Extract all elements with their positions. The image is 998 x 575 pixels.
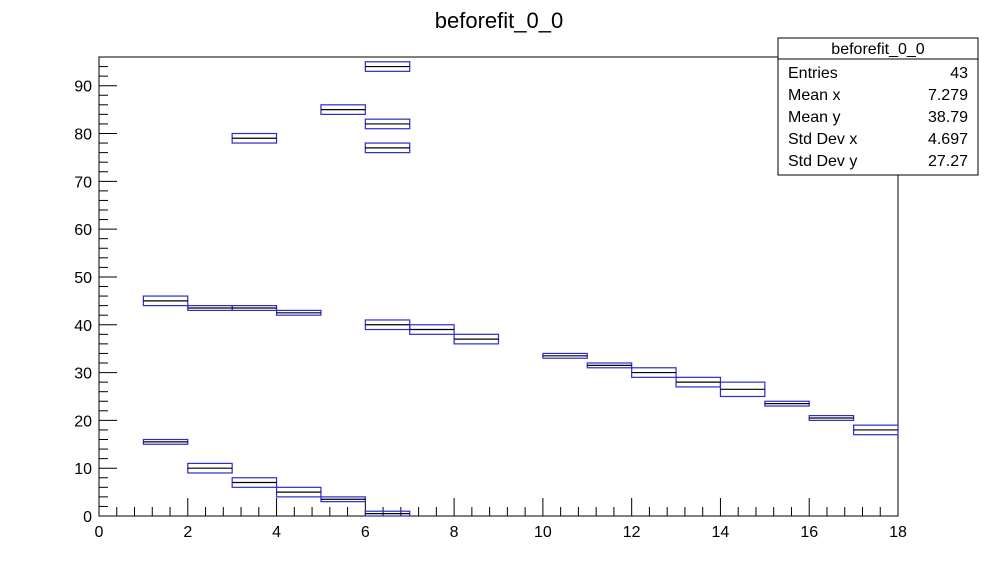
histogram-bin [409,324,455,335]
y-tick-label: 60 [74,222,92,239]
y-tick-label: 40 [74,318,92,335]
stats-box: beforefit_0_0 Entries 43 Mean x 7.279 Mean y… [777,37,979,176]
y-tick-label: 10 [74,461,92,478]
x-tick-label: 0 [95,524,104,541]
stats-rows: Entries 43 Mean x 7.279 Mean y 38.79 Std Dev x… [788,65,968,170]
histogram-bin [187,305,233,312]
histogram-bin [853,424,899,436]
histogram-bins [142,61,899,517]
stats-label: Std Dev x [788,131,857,148]
histogram-bin [364,319,411,331]
histogram-bin [231,305,278,312]
stats-value: 7.279 [928,87,968,104]
x-axis: 0 2 4 6 8 10 12 14 16 18 [95,498,907,541]
stats-label: Mean y [788,109,840,126]
x-tick-label: 8 [450,524,459,541]
stats-title: beforefit_0_0 [831,41,925,58]
histogram-bin [142,438,189,445]
histogram-bin [364,510,411,517]
y-tick-label: 80 [74,127,92,144]
stats-frame [777,37,979,176]
histogram-bin [142,295,189,307]
y-tick-label: 20 [74,413,92,430]
histogram-bin [542,352,588,359]
histogram-bin [719,381,766,398]
x-tick-label: 4 [272,524,281,541]
stats-label: Mean x [788,87,840,104]
histogram-bin [320,496,366,503]
y-axis: 0 10 20 30 40 50 60 70 80 90 [74,56,117,526]
histogram-bin [275,309,322,316]
stats-value: 4.697 [928,131,968,148]
y-tick-label: 70 [74,174,92,191]
histogram-bin [320,104,366,115]
stats-label: Entries [788,65,838,82]
x-tick-label: 14 [712,524,730,541]
y-tick-label: 30 [74,366,92,383]
histogram-bin [364,118,411,130]
y-tick-label: 50 [74,270,92,287]
histogram-bin [453,333,500,345]
x-tick-label: 2 [183,524,192,541]
histogram-bin [364,61,411,72]
histogram-bin [675,376,722,388]
histogram-bin [231,477,278,488]
stats-label: Std Dev y [788,153,857,170]
histogram-bin [275,486,322,498]
y-tick-label: 90 [74,79,92,96]
histogram-bin [808,414,855,421]
x-tick-label: 10 [534,524,552,541]
stats-value: 43 [950,65,968,82]
x-tick-label: 12 [623,524,641,541]
histogram-bin [187,462,233,474]
histogram-bin [631,367,677,378]
x-tick-label: 6 [361,524,370,541]
histogram-bin [764,400,810,407]
x-tick-label: 16 [800,524,818,541]
x-tick-label: 18 [889,524,907,541]
stats-value: 38.79 [928,109,968,126]
histogram-bin [586,362,633,369]
chart-title: beforefit_0_0 [435,8,563,33]
y-tick-label: 0 [83,509,92,526]
stats-value: 27.27 [928,153,968,170]
histogram-bin [364,142,411,154]
histogram-bin [231,132,278,144]
